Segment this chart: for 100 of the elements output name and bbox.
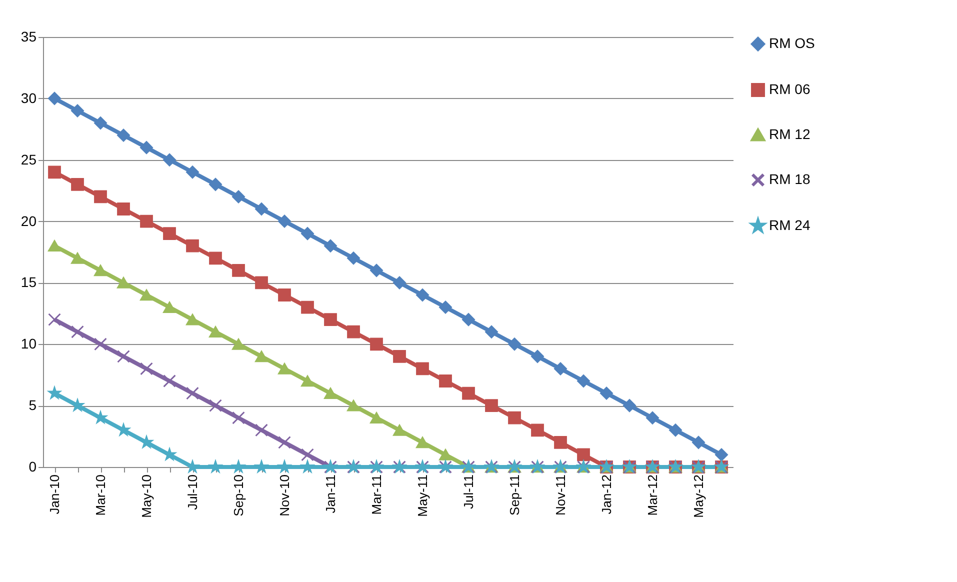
- point: [347, 400, 360, 412]
- y-tick-label: 10: [20, 336, 37, 352]
- point: [48, 313, 61, 326]
- point: [186, 239, 199, 252]
- point: [508, 338, 521, 351]
- point: [186, 386, 199, 400]
- point: [485, 325, 498, 338]
- point: [416, 436, 429, 448]
- point: [140, 289, 153, 301]
- point: [623, 399, 636, 412]
- point: [370, 338, 383, 351]
- point: [462, 386, 475, 400]
- point: [71, 252, 84, 264]
- point: [209, 399, 222, 412]
- point: [48, 92, 61, 105]
- y-tick-label: 25: [20, 151, 37, 168]
- point: [117, 277, 130, 288]
- point: [278, 460, 291, 472]
- point: [232, 264, 245, 277]
- point: [209, 178, 222, 191]
- point: [554, 436, 567, 449]
- point: [140, 436, 153, 448]
- point: [163, 227, 176, 240]
- point: [577, 448, 590, 462]
- point: [439, 300, 452, 314]
- point: [347, 325, 360, 338]
- point: [715, 448, 728, 462]
- x-tick-label: Jan-11: [323, 474, 338, 514]
- x-tick-label: Sep-11: [507, 474, 522, 516]
- point: [393, 350, 406, 363]
- point: [255, 276, 268, 290]
- point: [255, 202, 268, 216]
- point: [48, 166, 61, 179]
- point: [209, 252, 222, 265]
- point: [278, 288, 291, 302]
- point: [393, 424, 406, 436]
- point: [209, 326, 222, 338]
- point: [186, 314, 199, 326]
- x-tick-label: Nov-11: [553, 474, 568, 516]
- point: [163, 374, 176, 388]
- point: [140, 362, 153, 376]
- point: [71, 178, 84, 191]
- point: [347, 252, 360, 265]
- point: [255, 350, 268, 362]
- point: [117, 424, 130, 436]
- x-tick-label: May-11: [415, 474, 430, 517]
- legend-label: RM OS: [769, 35, 815, 51]
- y-tick-label: 35: [20, 28, 37, 44]
- point: [278, 214, 291, 228]
- legend-label: RM 06: [769, 81, 810, 97]
- x-tick-label: Mar-10: [93, 474, 108, 516]
- point: [324, 239, 337, 252]
- y-tick-label: 15: [20, 274, 37, 290]
- point: [301, 227, 314, 240]
- x-tick-label: Jul-11: [461, 474, 476, 509]
- point: [278, 436, 291, 449]
- x-tick-label: May-12: [691, 474, 706, 518]
- point: [163, 153, 176, 166]
- point: [48, 240, 61, 252]
- point: [94, 264, 107, 276]
- y-tick-label: 20: [20, 212, 37, 229]
- point: [301, 460, 314, 472]
- point: [531, 350, 544, 363]
- point: [94, 190, 107, 204]
- point: [71, 104, 84, 118]
- x-tick-label: Mar-12: [645, 474, 660, 516]
- point: [324, 313, 337, 326]
- point: [186, 460, 199, 472]
- point: [209, 460, 222, 472]
- point: [669, 424, 682, 437]
- point: [416, 288, 429, 302]
- point: [48, 386, 61, 399]
- point: [117, 350, 130, 363]
- y-tick-label: 5: [28, 397, 37, 414]
- x-tick-label: Jul-10: [185, 474, 200, 510]
- legend-label: RM 24: [769, 217, 810, 233]
- point: [117, 128, 130, 142]
- point: [577, 374, 590, 388]
- point: [416, 362, 429, 376]
- point: [393, 276, 406, 290]
- point: [140, 214, 153, 228]
- point: [163, 448, 176, 460]
- point: [692, 436, 705, 449]
- x-tick-label: Nov-10: [277, 474, 292, 516]
- point: [163, 302, 176, 313]
- x-tick-label: Jan-10: [47, 474, 62, 514]
- y-tick-label: 30: [20, 90, 37, 106]
- point: [324, 388, 337, 399]
- x-tick-label: May-10: [139, 474, 154, 518]
- x-tick-label: Mar-11: [369, 474, 384, 515]
- point: [370, 264, 383, 277]
- point: [278, 363, 291, 374]
- point: [439, 449, 452, 460]
- point: [94, 411, 107, 424]
- x-tick-label: Sep-10: [231, 474, 246, 516]
- point: [301, 300, 314, 314]
- point: [232, 411, 245, 424]
- point: [646, 411, 659, 424]
- point: [301, 375, 314, 387]
- x-tick-label: Jan-12: [599, 474, 614, 514]
